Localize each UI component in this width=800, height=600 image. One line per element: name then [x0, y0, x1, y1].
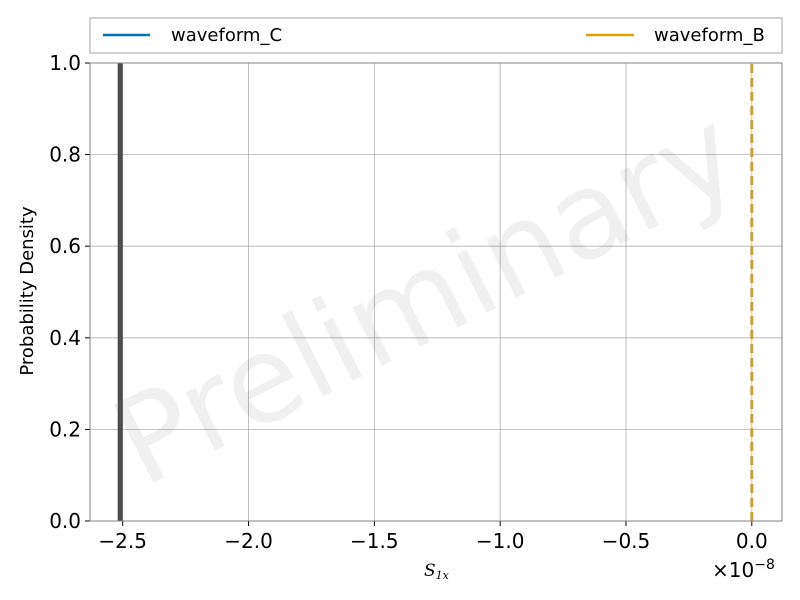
y-tick-label: 0.4: [49, 326, 81, 350]
legend-label-waveform-c: waveform_C: [171, 25, 282, 46]
x-axis: −2.5 −2.0 −1.5 −1.0 −0.5 0.0: [98, 521, 768, 553]
plot-area: [90, 63, 782, 521]
x-scale-exponent: −8: [754, 557, 775, 573]
plot-frame: [89, 62, 783, 522]
x-tick-label: −1.0: [476, 529, 525, 553]
grid: [90, 62, 782, 522]
x-tick-label: −2.0: [224, 529, 273, 553]
x-scale-base: ×10: [712, 558, 754, 582]
legend: waveform_C waveform_B: [89, 17, 783, 54]
y-tick-label: 0.6: [49, 234, 81, 258]
y-tick-label: 0.2: [49, 417, 81, 441]
x-axis-label-sub: 1x: [436, 569, 450, 582]
x-tick-label: −2.5: [98, 529, 147, 553]
y-tick-label: 0.8: [49, 143, 81, 167]
x-tick-label: −0.5: [602, 529, 651, 553]
legend-box: [89, 17, 783, 54]
y-axis-label: Probability Density: [17, 206, 38, 376]
x-axis-label: S1x: [424, 561, 450, 582]
y-tick-label: 1.0: [49, 51, 81, 75]
legend-label-waveform-b: waveform_B: [654, 25, 765, 46]
x-tick-label: 0.0: [736, 529, 768, 553]
series-lines: [117, 63, 754, 521]
y-tick-label: 0.0: [49, 509, 81, 533]
x-axis-label-main: S: [424, 561, 436, 581]
y-axis: 0.0 0.2 0.4 0.6 0.8 1.0: [49, 51, 90, 533]
x-tick-label: −1.5: [350, 529, 399, 553]
x-scale-offset: ×10−8: [712, 557, 775, 582]
